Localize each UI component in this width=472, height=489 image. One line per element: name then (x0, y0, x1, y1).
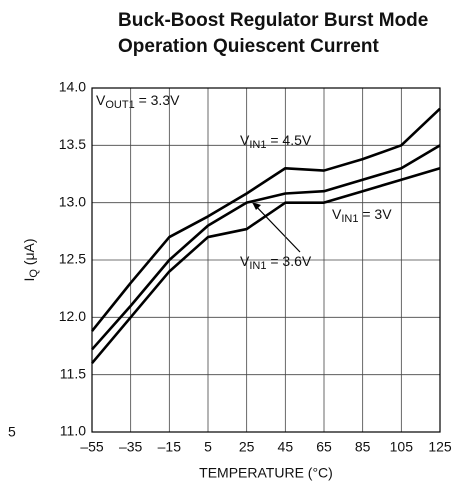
x-tick-label: 125 (428, 439, 452, 455)
y-axis-label: IQ (μA) (21, 238, 40, 281)
x-axis-label: TEMPERATURE (°C) (199, 465, 333, 481)
x-tick-label: 85 (355, 439, 371, 455)
annotation: 5 (8, 424, 16, 440)
y-tick-label: 12.5 (59, 251, 86, 267)
x-tick-label: 25 (239, 439, 255, 455)
x-tick-label: 65 (316, 439, 332, 455)
chart-title: Operation Quiescent Current (118, 36, 379, 57)
series-label: VIN1 = 3V (332, 206, 392, 225)
arrow-head (252, 202, 261, 210)
x-tick-label: –55 (80, 439, 104, 455)
arrow (251, 201, 301, 253)
series-line (90, 107, 441, 332)
x-tick-label: 105 (390, 439, 414, 455)
x-tick-label: –15 (158, 439, 182, 455)
series-line (91, 144, 441, 351)
y-tick-label: 11.0 (60, 423, 86, 439)
y-tick-label: 12.0 (59, 308, 86, 324)
x-tick-label: –35 (119, 439, 143, 455)
x-tick-label: 45 (278, 439, 294, 455)
series-line (91, 167, 441, 365)
y-tick-label: 13.0 (59, 193, 86, 209)
y-tick-label: 11.5 (60, 365, 86, 381)
chart-title: Buck-Boost Regulator Burst Mode (118, 10, 428, 31)
series-label: VIN1 = 3.6V (240, 253, 312, 272)
x-tick-label: 5 (204, 439, 212, 455)
y-tick-label: 14.0 (59, 79, 86, 95)
series-label: VIN1 = 4.5V (240, 132, 312, 151)
y-tick-label: 13.5 (59, 136, 86, 152)
plot-frame (91, 87, 441, 433)
annotation: VOUT1 = 3.3V (96, 92, 180, 111)
